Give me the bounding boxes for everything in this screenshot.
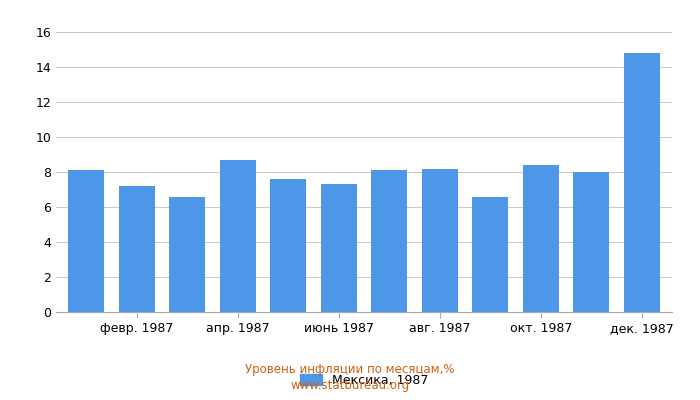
Bar [169,196,206,312]
Text: Уровень инфляции по месяцам,%: Уровень инфляции по месяцам,% [245,364,455,376]
Bar [118,186,155,312]
Bar [321,184,357,312]
Bar [270,179,307,312]
Bar [421,168,458,312]
Bar [68,170,104,312]
Bar [573,172,610,312]
Text: www.statbureau.org: www.statbureau.org [290,380,410,392]
Bar [220,160,256,312]
Bar [624,53,660,312]
Bar [472,196,508,312]
Bar [522,165,559,312]
Bar [371,170,407,312]
Legend: Мексика, 1987: Мексика, 1987 [295,369,433,392]
